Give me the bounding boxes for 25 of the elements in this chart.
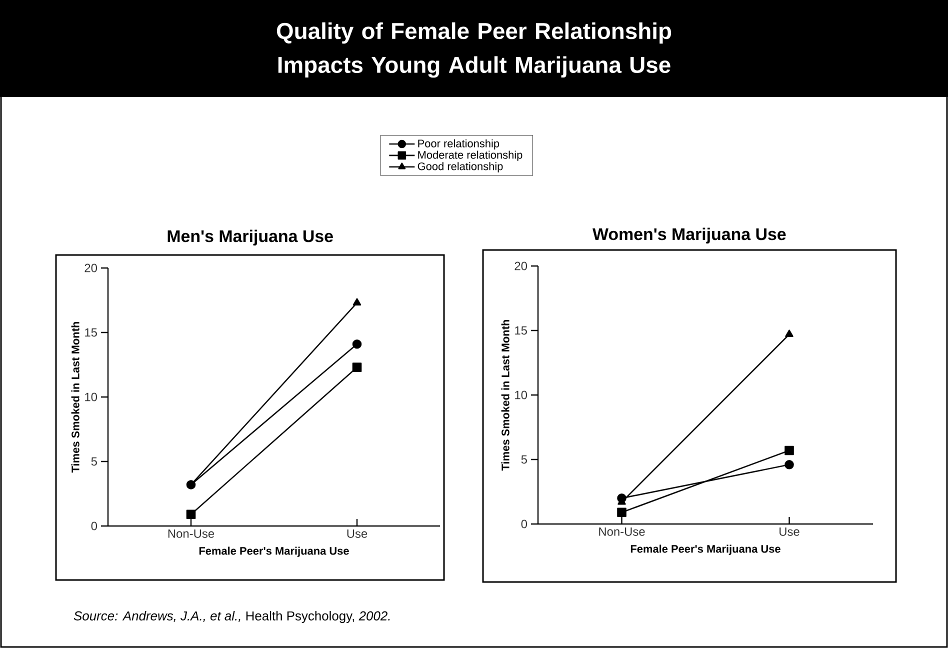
y-tick-label: 5 <box>521 455 527 464</box>
y-tick-label: 15 <box>515 326 527 335</box>
chart-title: Women's Marijuana Use <box>592 228 786 244</box>
legend-label: Moderate relationship <box>418 150 522 161</box>
text: Source: Andrews, J.A., et al., Health Psychology, 2002. <box>74 610 390 624</box>
x-tick-label: Non-Use <box>168 530 214 538</box>
y-tick-label: 5 <box>91 457 97 466</box>
y-tick-label: 10 <box>85 392 98 402</box>
chart-title: Men's Marijuana Use <box>168 230 333 246</box>
text: Quality of Female Peer Relationship Impacts Young Adult Marijuana Use <box>276 22 672 78</box>
y-axis-title: Times Smoked in Last Month <box>501 320 510 471</box>
x-axis-title: Female Peer's Marijuana Use <box>630 544 780 555</box>
y-tick-label: 10 <box>515 390 528 400</box>
legend-label: Poor relationship <box>418 139 500 150</box>
y-tick-label: 15 <box>85 328 97 337</box>
legend-label: Good relationship <box>418 162 503 172</box>
y-tick-label: 20 <box>84 264 98 272</box>
x-tick-label: Non-Use <box>599 528 645 536</box>
x-tick-label: Use <box>347 530 368 538</box>
y-tick-label: 20 <box>514 262 528 270</box>
y-tick-label: 0 <box>521 520 528 528</box>
y-axis-title: Times Smoked in Last Month <box>71 322 80 473</box>
x-axis-title: Female Peer's Marijuana Use <box>199 546 349 557</box>
x-tick-label: Use <box>780 528 800 536</box>
y-tick-label: 0 <box>91 522 98 530</box>
